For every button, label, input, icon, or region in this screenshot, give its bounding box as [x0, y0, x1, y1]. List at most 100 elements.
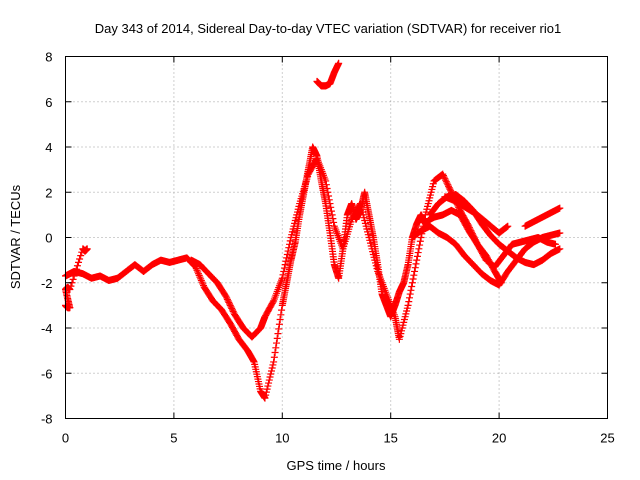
series-track-d: [426, 191, 564, 269]
data-point: [465, 222, 473, 230]
data-point: [469, 231, 477, 239]
series-track-b: [187, 154, 559, 343]
data-point: [275, 320, 283, 328]
data-point: [76, 255, 84, 263]
x-tick-label: 5: [170, 431, 177, 446]
data-point: [407, 286, 415, 294]
data-point: [409, 275, 417, 283]
data-point: [444, 181, 452, 189]
data-point: [551, 240, 559, 248]
data-point: [278, 306, 286, 314]
data-point: [440, 173, 448, 181]
series-track-g: [313, 59, 343, 90]
ticks: [65, 56, 608, 419]
data-point: [261, 394, 269, 402]
data-point: [229, 307, 237, 315]
data-point: [273, 334, 281, 342]
data-point: [75, 258, 83, 266]
data-point: [194, 268, 202, 276]
y-tick-label: 4: [45, 140, 52, 155]
data-point: [228, 306, 236, 314]
grid: [65, 56, 608, 419]
data-point: [468, 228, 476, 236]
data-point: [226, 300, 234, 308]
data-point: [439, 172, 447, 180]
data-point: [77, 252, 85, 260]
data-point: [405, 298, 413, 306]
data-point: [265, 376, 273, 384]
data-point: [274, 330, 282, 338]
data-point: [277, 311, 285, 319]
data-point: [266, 373, 274, 381]
data-point: [69, 275, 77, 283]
data-point: [413, 256, 421, 264]
data-point: [72, 265, 80, 273]
data-point: [411, 267, 419, 275]
data-point: [556, 245, 564, 253]
data-point: [270, 353, 278, 361]
series-track-h: [62, 245, 91, 312]
data-point: [225, 298, 233, 306]
data-point: [421, 215, 429, 223]
data-point: [284, 247, 292, 255]
data-point: [267, 367, 275, 375]
chart-title: Day 343 of 2014, Sidereal Day-to-day VTE…: [95, 21, 562, 36]
data-point: [408, 279, 416, 287]
data-point: [262, 391, 270, 399]
x-tick-label: 20: [492, 431, 506, 446]
data-point: [416, 237, 424, 245]
data-point: [67, 282, 75, 290]
data-point: [228, 304, 236, 312]
data-point: [273, 339, 281, 347]
data-point: [465, 224, 473, 232]
data-point: [275, 325, 283, 333]
data-point: [417, 234, 425, 241]
data-point: [470, 233, 478, 241]
series-track-c: [408, 222, 564, 289]
data-point: [283, 254, 291, 262]
data-point: [325, 196, 333, 204]
data-point: [196, 273, 204, 281]
data-point: [406, 290, 414, 298]
x-tick-label: 15: [383, 431, 397, 446]
data-point: [441, 175, 449, 183]
data-point: [262, 388, 270, 396]
data-point: [413, 252, 421, 260]
data-point: [466, 225, 474, 233]
data-point: [281, 261, 289, 269]
data-point: [197, 275, 205, 283]
data-point: [282, 257, 290, 265]
series-track-e: [441, 193, 512, 237]
data-point: [285, 244, 293, 252]
data-point: [264, 382, 272, 390]
data-point: [556, 229, 564, 237]
data-point: [224, 297, 232, 305]
y-tick-label: -8: [41, 412, 53, 427]
data-point: [227, 303, 235, 311]
data-point: [283, 250, 291, 258]
data-point: [442, 176, 450, 184]
data-point: [471, 234, 479, 242]
data-point: [280, 267, 288, 275]
data-point: [408, 283, 416, 291]
data-point: [195, 271, 203, 279]
data-point: [280, 264, 288, 272]
data-point: [279, 271, 287, 279]
x-tick-label: 0: [62, 431, 69, 446]
y-tick-label: 6: [45, 95, 52, 110]
data-point: [556, 204, 564, 212]
data-point: [468, 230, 476, 238]
data-point: [472, 237, 480, 245]
data-point: [412, 260, 420, 268]
data-point: [322, 181, 330, 189]
data-point: [263, 385, 271, 393]
y-tick-label: 2: [45, 185, 52, 200]
data-point: [445, 184, 453, 192]
data-point: [335, 59, 343, 67]
data-point: [268, 364, 276, 372]
data-point: [193, 266, 201, 274]
data-point: [404, 301, 412, 309]
data-point: [416, 241, 424, 249]
x-tick-label: 25: [600, 431, 614, 446]
y-tick-label: -4: [41, 321, 53, 336]
